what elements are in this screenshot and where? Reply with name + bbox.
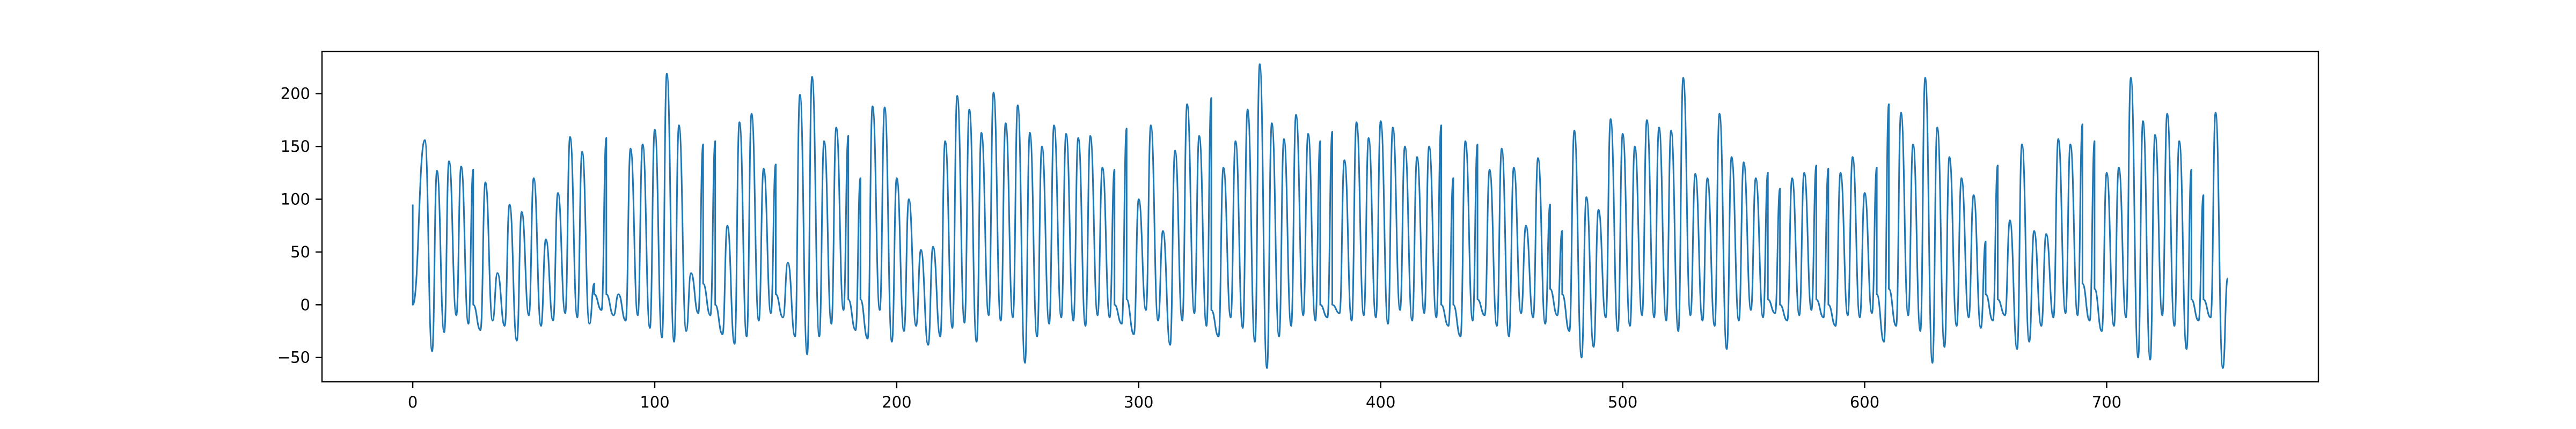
plot-area [412, 63, 2229, 369]
y-tick-label: 200 [281, 85, 310, 103]
axes-frame [321, 50, 2319, 383]
x-tick-label: 400 [1366, 393, 1395, 411]
y-tick-label: 150 [281, 137, 310, 156]
x-tick-label: 300 [1124, 393, 1153, 411]
series-line [412, 63, 2229, 369]
y-tick-label: −50 [277, 349, 310, 367]
x-axis: 0 100 200 300 400 500 600 700 [408, 382, 2121, 411]
y-axis: −50 0 50 100 150 200 [277, 85, 322, 367]
x-tick-label: 100 [640, 393, 669, 411]
x-tick-label: 0 [408, 393, 418, 411]
x-tick-label: 700 [2092, 393, 2121, 411]
x-tick-label: 600 [1850, 393, 1879, 411]
y-tick-label: 50 [290, 243, 310, 261]
x-tick-label: 500 [1608, 393, 1637, 411]
y-tick-label: 0 [301, 295, 310, 314]
y-tick-label: 100 [281, 190, 310, 209]
x-tick-label: 200 [882, 393, 911, 411]
